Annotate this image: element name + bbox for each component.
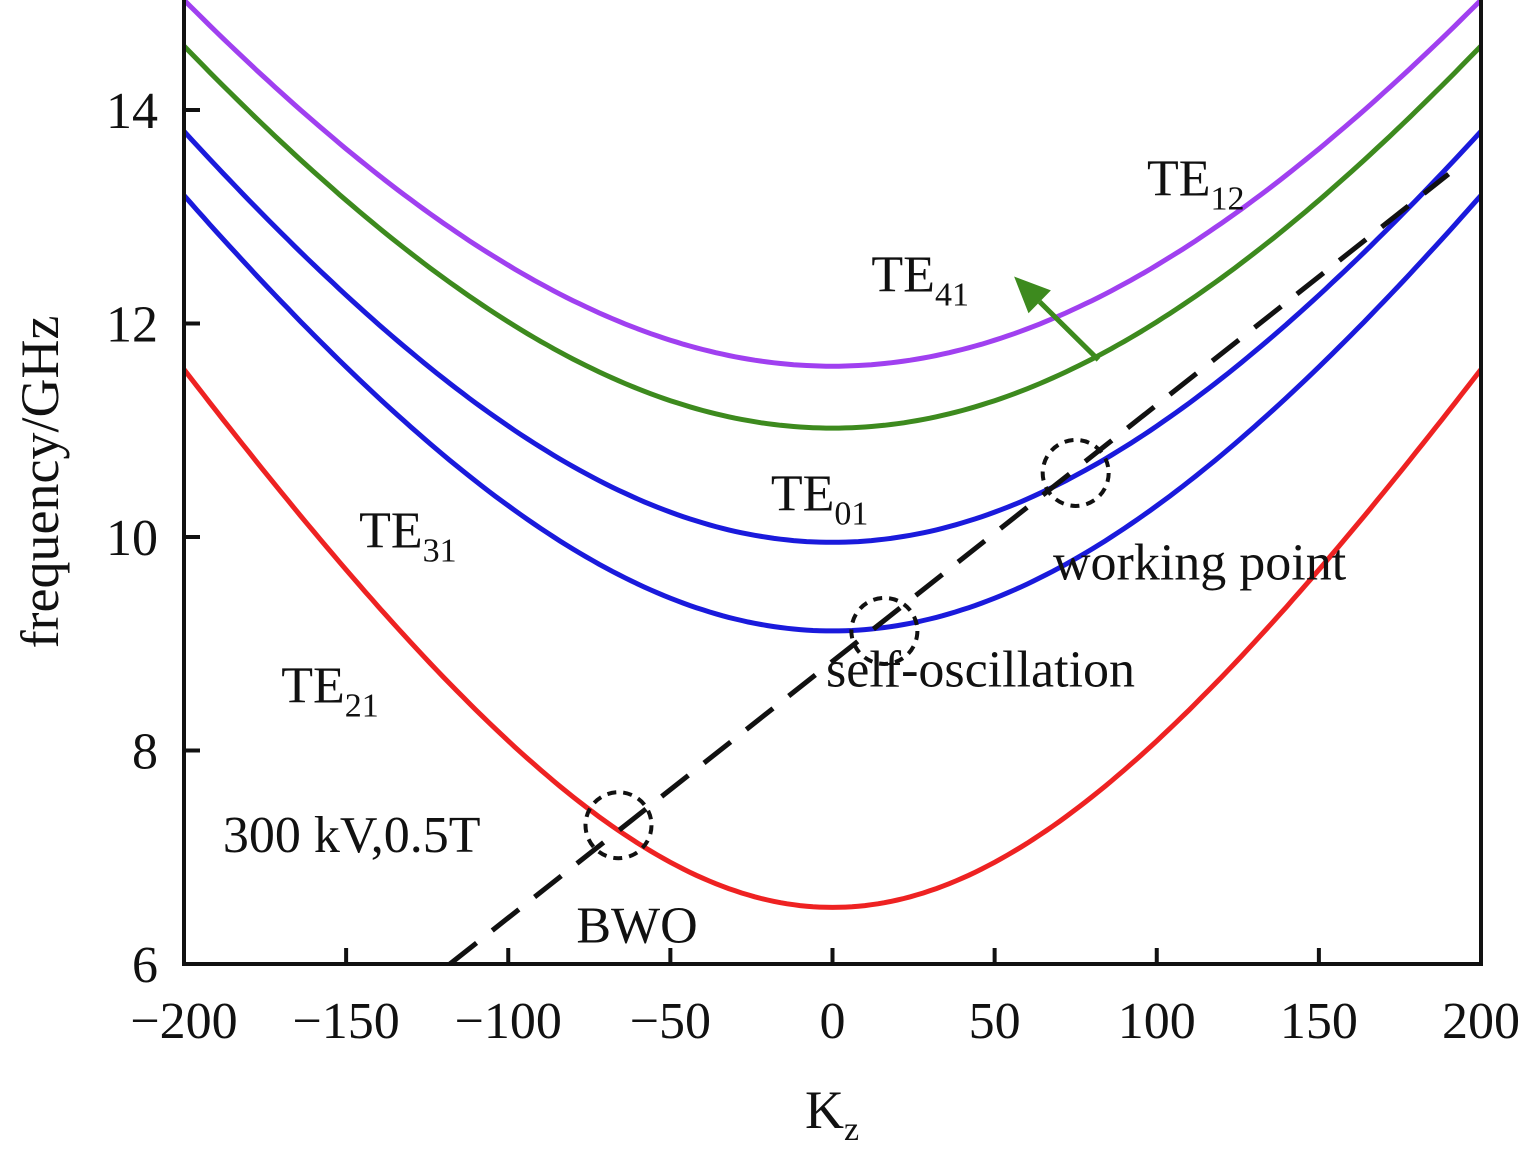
mode-label-main: TE: [359, 503, 423, 560]
mode-curves: [184, 0, 1481, 910]
x-tick-label: −150: [292, 993, 399, 1050]
y-tick-label: 8: [132, 724, 158, 781]
mode-label-main: TE: [1147, 150, 1211, 207]
x-tick-label: 100: [1118, 993, 1196, 1050]
x-axis-label: Kz: [805, 1080, 859, 1148]
x-tick-label: −200: [130, 993, 237, 1050]
x-tick-label: 150: [1280, 993, 1358, 1050]
curve-te31: [184, 193, 1481, 634]
arrow-head: [1014, 276, 1051, 314]
curve-te41: [184, 44, 1481, 431]
x-axis-ticks: −200 −150 −100 −50 0 50 100 150 200: [130, 948, 1520, 1050]
y-axis-label: frequency/GHz: [10, 316, 70, 649]
x-axis-label-sub: z: [844, 1111, 859, 1148]
annotation-label-3: BWO: [576, 898, 697, 955]
mode-label-main: TE: [771, 465, 835, 522]
arrow-shaft: [1037, 300, 1101, 362]
x-tick-label: −50: [630, 993, 711, 1050]
marker-circles: [583, 437, 1111, 861]
curve-te12: [184, 0, 1481, 369]
mode-label-te31: TE31: [359, 503, 457, 570]
x-tick-label: −100: [455, 993, 562, 1050]
mode-label-main: TE: [281, 657, 345, 714]
te41-arrow-group: [1014, 276, 1101, 362]
x-tick-label: 200: [1442, 993, 1520, 1050]
mode-label-sub: 01: [834, 495, 868, 532]
mode-label-main: TE: [871, 246, 935, 303]
mode-label-te41: TE41: [871, 246, 969, 313]
mode-label-te21: TE21: [281, 657, 379, 724]
mode-label-sub: 12: [1211, 180, 1245, 217]
y-tick-label: 6: [132, 937, 158, 994]
mode-label-te01: TE01: [771, 465, 869, 532]
curve-te01: [184, 129, 1481, 545]
mode-label-sub: 21: [345, 687, 379, 724]
annotation-label-1: self-oscillation: [826, 641, 1135, 698]
marker-circle-1: [849, 595, 920, 666]
curve-te21: [184, 367, 1481, 910]
annotation-label-2: 300 kV,0.5T: [223, 807, 481, 864]
mode-label-te12: TE12: [1147, 150, 1245, 217]
mode-label-sub: 31: [423, 533, 457, 570]
y-tick-label: 10: [106, 510, 158, 567]
annotation-label-0: working point: [1053, 535, 1347, 592]
y-tick-label: 12: [106, 297, 158, 354]
y-tick-label: 14: [106, 83, 158, 140]
mode-label-sub: 41: [935, 276, 969, 313]
y-axis-ticks: 6 8 10 12 14: [106, 83, 200, 994]
x-tick-label: 0: [820, 993, 846, 1050]
marker-circle-0: [1040, 437, 1111, 508]
annotations: working point self-oscillation 300 kV,0.5T…: [223, 535, 1347, 955]
x-axis-label-main: K: [805, 1080, 844, 1140]
marker-circle-3: [583, 790, 654, 861]
x-tick-label: 50: [969, 993, 1021, 1050]
